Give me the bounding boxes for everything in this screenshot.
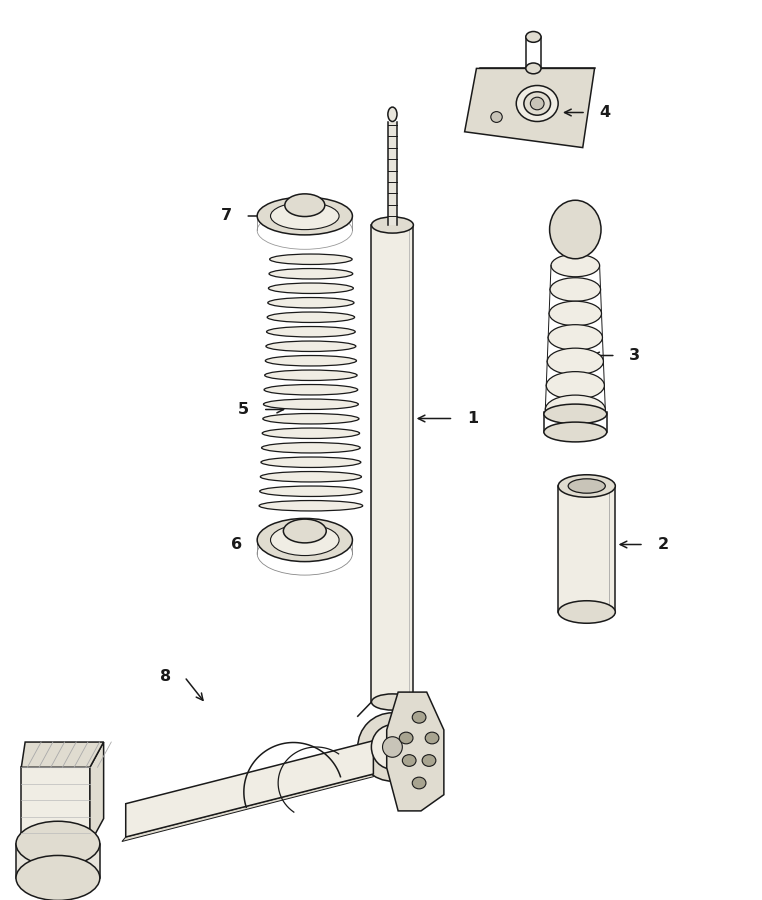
Ellipse shape bbox=[258, 518, 352, 562]
Ellipse shape bbox=[425, 733, 439, 743]
Ellipse shape bbox=[526, 63, 541, 74]
Bar bbox=[388, 122, 397, 225]
Ellipse shape bbox=[372, 217, 413, 233]
Ellipse shape bbox=[549, 302, 601, 326]
Ellipse shape bbox=[285, 194, 325, 217]
Ellipse shape bbox=[267, 312, 354, 322]
Text: 5: 5 bbox=[239, 402, 249, 417]
Ellipse shape bbox=[388, 107, 397, 122]
Ellipse shape bbox=[412, 711, 426, 724]
Ellipse shape bbox=[568, 479, 605, 493]
Ellipse shape bbox=[546, 372, 604, 400]
Ellipse shape bbox=[383, 737, 402, 757]
Polygon shape bbox=[90, 742, 104, 844]
Bar bbox=[371, 225, 413, 702]
Ellipse shape bbox=[266, 341, 356, 352]
Ellipse shape bbox=[16, 821, 100, 866]
Text: 1: 1 bbox=[467, 411, 478, 426]
Ellipse shape bbox=[263, 413, 359, 424]
Ellipse shape bbox=[551, 254, 600, 277]
Ellipse shape bbox=[412, 778, 426, 788]
Ellipse shape bbox=[262, 428, 360, 438]
Ellipse shape bbox=[399, 733, 413, 743]
Ellipse shape bbox=[264, 384, 357, 395]
Ellipse shape bbox=[267, 327, 355, 337]
Ellipse shape bbox=[549, 201, 601, 259]
Polygon shape bbox=[126, 741, 373, 837]
Ellipse shape bbox=[271, 202, 339, 230]
Ellipse shape bbox=[372, 694, 413, 710]
Ellipse shape bbox=[268, 283, 354, 293]
Ellipse shape bbox=[358, 713, 427, 781]
Ellipse shape bbox=[16, 855, 100, 900]
Text: 2: 2 bbox=[658, 537, 668, 552]
Ellipse shape bbox=[264, 399, 358, 410]
Ellipse shape bbox=[516, 86, 558, 122]
Ellipse shape bbox=[271, 525, 339, 555]
Ellipse shape bbox=[267, 298, 354, 308]
Ellipse shape bbox=[526, 32, 541, 42]
Text: 7: 7 bbox=[221, 209, 232, 223]
Ellipse shape bbox=[260, 486, 362, 497]
Ellipse shape bbox=[544, 404, 607, 424]
Ellipse shape bbox=[270, 254, 352, 265]
Ellipse shape bbox=[546, 395, 605, 424]
Ellipse shape bbox=[283, 519, 326, 543]
Ellipse shape bbox=[422, 754, 436, 767]
Text: 6: 6 bbox=[231, 537, 242, 552]
Polygon shape bbox=[122, 774, 373, 842]
Ellipse shape bbox=[261, 443, 360, 453]
Polygon shape bbox=[465, 68, 594, 148]
Ellipse shape bbox=[544, 422, 607, 442]
Ellipse shape bbox=[259, 500, 363, 511]
Polygon shape bbox=[21, 767, 90, 844]
Ellipse shape bbox=[550, 278, 600, 302]
Bar bbox=[558, 486, 616, 612]
Polygon shape bbox=[387, 692, 443, 811]
Polygon shape bbox=[21, 742, 104, 767]
Text: 3: 3 bbox=[629, 348, 640, 363]
Ellipse shape bbox=[264, 370, 357, 381]
Ellipse shape bbox=[258, 197, 352, 235]
Ellipse shape bbox=[530, 97, 544, 110]
Ellipse shape bbox=[558, 601, 616, 623]
Ellipse shape bbox=[491, 112, 502, 122]
Ellipse shape bbox=[558, 475, 616, 497]
Bar bbox=[16, 844, 100, 878]
Ellipse shape bbox=[402, 754, 416, 767]
Text: 8: 8 bbox=[160, 670, 171, 684]
Text: 4: 4 bbox=[600, 105, 610, 120]
Ellipse shape bbox=[261, 472, 361, 482]
Ellipse shape bbox=[269, 268, 353, 279]
Ellipse shape bbox=[523, 92, 550, 115]
Ellipse shape bbox=[371, 724, 414, 770]
Ellipse shape bbox=[261, 457, 361, 467]
Ellipse shape bbox=[265, 356, 357, 366]
Ellipse shape bbox=[548, 325, 603, 350]
Ellipse shape bbox=[547, 348, 604, 374]
